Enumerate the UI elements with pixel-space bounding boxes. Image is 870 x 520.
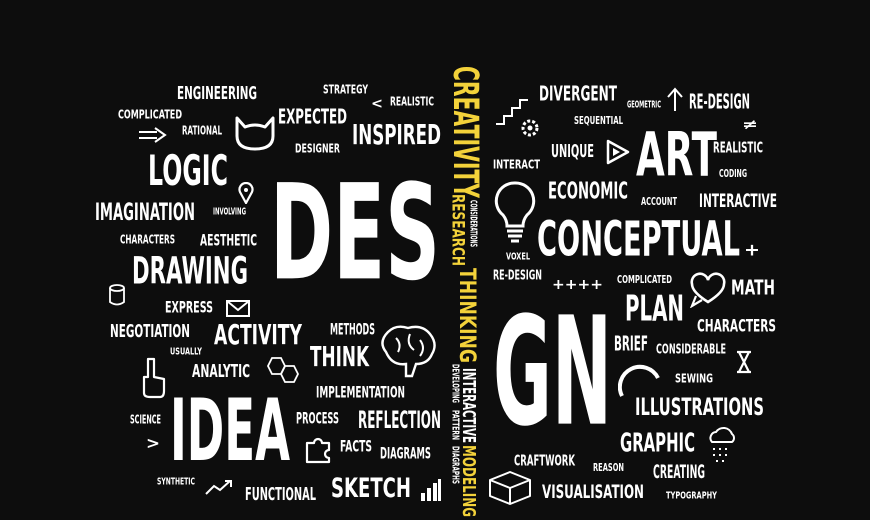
word-realistic-top: REALISTIC — [390, 94, 434, 109]
hexagons-icon — [263, 356, 305, 388]
word-geometric: GEOMETRIC — [627, 98, 661, 111]
word-inspired: INSPIRED — [352, 118, 441, 151]
cloud-icon — [704, 424, 738, 466]
arc-icon — [618, 364, 662, 398]
word-coding: CODING — [719, 166, 747, 180]
word-strategy: STRATEGY — [323, 82, 368, 97]
word-sketch: SKETCH — [331, 472, 411, 504]
word-thinking: THINKING — [454, 268, 481, 363]
word-redesign-mid: RE-DESIGN — [493, 268, 542, 284]
word-creativity: CREATIVITY — [445, 66, 486, 198]
word-art: ART — [636, 119, 717, 191]
word-idea: IDEA — [170, 380, 290, 481]
word-redesign-top: RE-DESIGN — [689, 90, 750, 114]
word-activity: ACTIVITY — [214, 318, 302, 351]
word-functional: FUNCTIONAL — [245, 482, 316, 505]
word-sequential: SEQUENTIAL — [574, 113, 623, 127]
word-research: RESEARCH — [448, 194, 468, 266]
word-facts: FACTS — [340, 437, 372, 457]
word-reason: REASON — [593, 460, 624, 474]
line-chart-icon — [204, 478, 234, 496]
word-characters-right: CHARACTERS — [697, 316, 776, 336]
word-math: MATH — [731, 276, 775, 300]
word-engineering: ENGINEERING — [177, 81, 257, 104]
word-conceptual: CONCEPTUAL — [537, 211, 740, 268]
word-brief: BRIEF — [614, 332, 648, 356]
word-interactive-right: INTERACTIVE — [699, 189, 777, 212]
word-plus-row: ++++ — [552, 276, 603, 293]
up-arrow-icon — [666, 86, 684, 112]
cat-icon — [232, 112, 278, 152]
word-express: EXPRESS — [165, 298, 213, 318]
word-imagination: IMAGINATION — [95, 197, 195, 226]
word-divergent: DIVERGENT — [539, 82, 617, 106]
hand-pointing-icon — [140, 357, 166, 399]
word-expected: EXPECTED — [278, 105, 347, 129]
box-icon — [486, 470, 534, 506]
puzzle-icon — [303, 433, 335, 465]
word-think: THINK — [310, 340, 369, 373]
word-voxel: VOXEL — [506, 250, 530, 263]
word-considerable: CONSIDERABLE — [656, 342, 726, 358]
word-interact: INTERACT — [493, 157, 540, 172]
word-visualisation: VISUALISATION — [542, 480, 644, 503]
word-gn: GN — [493, 284, 612, 460]
word-aesthetic: AESTHETIC — [200, 231, 257, 251]
word-designer: DESIGNER — [295, 141, 340, 156]
word-less-symbol: < — [371, 95, 383, 112]
word-craftwork: CRAFTWORK — [514, 451, 575, 470]
word-reflection: REFLECTION — [358, 405, 441, 434]
play-triangle-icon — [605, 138, 631, 166]
word-complicated-left: COMPLICATED — [118, 107, 182, 122]
word-process: PROCESS — [296, 409, 339, 429]
word-characters-left: CHARACTERS — [120, 232, 175, 247]
word-typography: TYPOGRAPHY — [666, 489, 717, 502]
word-plan: PLAN — [625, 288, 684, 330]
word-economic: ECONOMIC — [548, 177, 628, 205]
word-creating: CREATING — [653, 460, 705, 483]
word-science: SCIENCE — [130, 412, 161, 427]
word-unique: UNIQUE — [551, 139, 594, 162]
word-sewing: SEWING — [675, 371, 713, 386]
word-graphic: GRAPHIC — [620, 427, 695, 459]
word-methods: METHODS — [330, 320, 375, 340]
word-rational: RATIONAL — [182, 123, 222, 138]
word-modeling: MODELING — [458, 445, 481, 517]
word-diagrams: DIAGRAMS — [380, 444, 431, 464]
word-drawing: DRAWING — [132, 249, 248, 293]
heart-speech-icon — [688, 272, 728, 308]
word-usually: USUALLY — [170, 345, 202, 358]
gears-icon — [516, 114, 544, 142]
word-synthetic: SYNTHETIC — [157, 475, 195, 488]
word-complicated-right: COMPLICATED — [617, 272, 672, 286]
word-analytic: ANALYTIC — [192, 359, 250, 382]
word-negotiation: NEGOTIATION — [110, 319, 190, 342]
database-icon — [108, 284, 126, 306]
word-implementation: IMPLEMENTATION — [316, 383, 405, 403]
brain-icon — [376, 322, 440, 380]
word-logic: LOGIC — [148, 146, 228, 196]
stairs-icon — [494, 96, 530, 126]
word-greater-symbol: > — [146, 434, 160, 454]
word-considerations: CONSIDERATIONS — [467, 200, 480, 247]
word-diagraphs: DIAGRAPHS — [449, 446, 462, 484]
arrow-right-icon — [137, 126, 169, 144]
word-involving: INVOLVING — [213, 205, 246, 218]
envelope-icon — [226, 300, 250, 317]
word-account: ACCOUNT — [641, 194, 677, 208]
word-realistic-right: REALISTIC — [713, 138, 763, 157]
bar-chart-icon — [420, 478, 442, 502]
word-interactive-vertical: INTERACTIVE — [458, 368, 481, 443]
word-des: DES — [270, 156, 440, 311]
word-illustrations: ILLUSTRATIONS — [635, 392, 764, 421]
word-notequal-symbol: ≠ — [742, 116, 758, 133]
hourglass-icon — [735, 350, 753, 374]
lightbulb-icon — [493, 180, 537, 244]
word-plus-symbol: + — [744, 240, 760, 260]
location-pin-icon — [238, 182, 254, 204]
